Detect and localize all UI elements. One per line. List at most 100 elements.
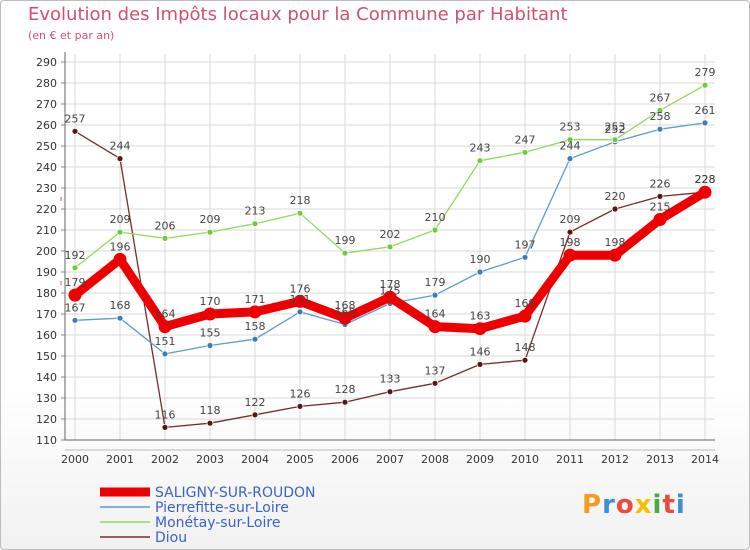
proxiti-logo: Proxiti	[582, 490, 686, 520]
data-label: 279	[695, 66, 716, 79]
data-label: 164	[155, 308, 176, 321]
y-tick-label: 290	[36, 56, 57, 69]
x-tick-label: 2003	[196, 453, 224, 466]
data-point	[206, 228, 214, 236]
data-label: 169	[515, 297, 536, 310]
data-label: 206	[155, 219, 176, 232]
data-point	[566, 228, 574, 236]
axes: 110 120 130 140 150 160 170 180 190 200 210 220 230 2…	[36, 52, 719, 466]
data-label: 257	[65, 112, 86, 125]
y-tick-label: 240	[36, 161, 57, 174]
data-label: 165	[335, 306, 356, 319]
data-label: 151	[155, 335, 176, 348]
data-point	[116, 228, 124, 236]
data-point	[521, 253, 529, 261]
data-label: 133	[380, 373, 401, 386]
data-point	[656, 125, 664, 133]
data-point	[653, 213, 667, 226]
data-point	[116, 314, 124, 322]
data-point	[698, 185, 712, 199]
data-label: 148	[515, 341, 536, 354]
data-point	[656, 106, 664, 114]
x-tick-label: 2012	[601, 453, 629, 466]
data-label: 118	[200, 404, 221, 417]
data-point	[521, 148, 529, 156]
data-label: 218	[290, 194, 311, 207]
data-point	[518, 309, 532, 323]
x-tick-label: 2009	[466, 453, 494, 466]
data-point	[338, 311, 352, 325]
y-tick-label: 150	[36, 350, 57, 363]
y-tick-label: 200	[36, 245, 57, 258]
data-label: 244	[560, 140, 581, 153]
data-point	[386, 388, 394, 396]
data-point	[476, 268, 484, 276]
data-label: 228	[695, 173, 716, 186]
data-label: 178	[380, 278, 401, 291]
data-point	[566, 136, 574, 144]
data-point	[431, 379, 439, 387]
data-label: 213	[245, 205, 266, 218]
y-tick-label: 180	[36, 287, 57, 300]
data-label: 179	[65, 276, 86, 289]
data-label: 252	[605, 123, 626, 136]
data-point	[71, 127, 79, 135]
data-point	[251, 220, 259, 228]
y-tick-label: 270	[36, 98, 57, 111]
y-tick-label: 260	[36, 119, 57, 132]
data-label: 253	[605, 121, 626, 134]
data-label: 168	[110, 299, 131, 312]
y-tick-label: 130	[36, 392, 57, 405]
data-point	[203, 307, 217, 321]
data-label: 164	[425, 308, 446, 321]
data-point	[113, 252, 127, 266]
series-mon-tay-sur-loire	[71, 81, 709, 272]
data-point	[68, 288, 82, 302]
y-tick-label: 250	[36, 140, 57, 153]
x-tick-label: 2007	[376, 453, 404, 466]
data-label: 158	[245, 320, 266, 333]
data-point	[383, 290, 397, 304]
x-tick-label: 2005	[286, 453, 314, 466]
x-tick-label: 2011	[556, 453, 584, 466]
data-label: 146	[470, 345, 491, 358]
data-label: 122	[245, 396, 266, 409]
data-label: 258	[650, 110, 671, 123]
x-tick-label: 2004	[241, 453, 269, 466]
legend-item: Monétay-sur-Loire	[100, 515, 280, 531]
y-tick-label: 190	[36, 266, 57, 279]
x-tick-label: 2008	[421, 453, 449, 466]
data-label: 210	[425, 211, 446, 224]
data-point	[206, 342, 214, 349]
data-label: 267	[650, 91, 671, 104]
data-label: 198	[605, 236, 626, 249]
data-point	[386, 243, 394, 251]
data-point	[161, 350, 169, 358]
y-tick-label: 140	[36, 371, 57, 384]
data-label: 209	[560, 213, 581, 226]
legend-label: SALIGNY-SUR-ROUDON	[155, 485, 316, 501]
data-point	[656, 192, 664, 200]
data-label: 179	[425, 276, 446, 289]
y-tick-label: 110	[36, 434, 57, 447]
data-label: 163	[470, 310, 491, 323]
data-label: 198	[560, 236, 581, 249]
data-point	[611, 205, 619, 213]
data-point	[251, 411, 259, 419]
chart-subtitle: (en € et par an)	[28, 29, 115, 42]
data-label: 190	[470, 253, 491, 266]
data-point	[521, 356, 529, 364]
y-tick-label: 170	[36, 308, 57, 321]
data-label: 137	[425, 364, 446, 377]
x-tick-label: 2010	[511, 453, 539, 466]
y-tick-label: 280	[36, 77, 57, 90]
data-label: 167	[65, 301, 86, 314]
data-label: 202	[380, 228, 401, 241]
data-label: 209	[200, 213, 221, 226]
data-point	[296, 402, 304, 410]
data-point	[116, 155, 124, 163]
x-tick-label: 2014	[691, 453, 719, 466]
series-diou	[71, 127, 709, 431]
y-tick-label: 230	[36, 182, 57, 195]
